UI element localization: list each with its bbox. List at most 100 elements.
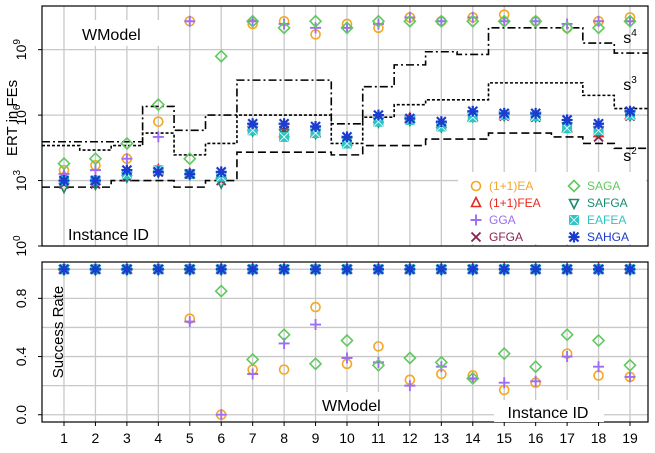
y-tick-label: 103	[12, 170, 29, 192]
point-GGA	[278, 18, 290, 30]
y-tick-text: 0.0	[13, 405, 29, 425]
point-GGA	[593, 361, 605, 373]
legend-marker-SAFGA-shape	[568, 198, 580, 211]
x-tick-label: 14	[465, 430, 481, 446]
point-SAHGA-shape	[247, 118, 259, 130]
point-SAGA	[434, 355, 448, 369]
bottom-panel: 0.00.40.8 1 2 3 4 5 6 7 8 9 10 11 12 13 14 15 16 17 18 19 …	[13, 261, 649, 446]
point-SAGA	[371, 358, 386, 372]
point-GGA-shape	[530, 15, 542, 27]
point-SAGA-shape	[308, 14, 323, 28]
point-GGA	[184, 15, 196, 27]
point-SAGA-shape	[529, 14, 543, 28]
point-EAFEA	[279, 131, 290, 142]
point-SAGA-shape	[591, 21, 606, 35]
top-annotation-instance-id: Instance ID	[68, 227, 149, 244]
y-tick-label: 0.4	[13, 347, 29, 367]
legend-label: SAFGA	[587, 196, 628, 210]
reference-curve-label: s4	[623, 28, 637, 47]
point-GGA-shape	[341, 22, 353, 34]
legend-marker-SAHGA	[568, 231, 580, 243]
point-GGA-shape	[561, 351, 573, 363]
point-SAHGA	[89, 175, 101, 187]
point-SAHGA	[467, 105, 479, 117]
point-SAGA	[560, 328, 574, 342]
point-SAHGA-shape	[184, 263, 196, 275]
point-SAHGA-shape	[215, 263, 227, 275]
top-data-marks	[57, 9, 637, 195]
legend-marker-(1+1)FEA-shape	[470, 195, 482, 208]
legend-marker-GGA-shape	[470, 214, 482, 226]
point-SAGA	[623, 358, 637, 372]
point-SAHGA	[89, 263, 101, 275]
x-tick-label: 2	[92, 430, 100, 446]
point-SAHGA-shape	[624, 263, 636, 275]
point-SAHGA	[184, 168, 196, 180]
point-SAGA	[340, 21, 354, 35]
point-SAHGA-shape	[404, 263, 416, 275]
point-GGA	[341, 352, 353, 364]
point-SAGA	[466, 371, 480, 385]
point-SAHGA-shape	[121, 263, 133, 275]
point-SAGA-shape	[403, 351, 417, 365]
point-SAHGA-shape	[530, 263, 542, 275]
point-(1+1)EA	[310, 301, 321, 313]
point-SAGA-shape	[340, 21, 354, 35]
point-GGA-shape	[215, 409, 227, 421]
point-SAGA-shape	[560, 328, 574, 342]
x-tick-label: 3	[123, 430, 131, 446]
point-SAGA-shape	[151, 98, 165, 112]
point-SAGA-shape	[277, 21, 291, 35]
top-y-tick-labels: 100 103 106 109	[12, 39, 42, 257]
point-GGA-shape	[593, 361, 605, 373]
bottom-data-marks	[57, 261, 637, 421]
point-GGA	[624, 15, 636, 27]
point-SAHGA-shape	[278, 118, 290, 130]
point-SAGA	[183, 152, 197, 166]
annotation-background	[494, 400, 604, 422]
point-SAHGA-shape	[152, 263, 164, 275]
point-SAGA-shape	[371, 14, 386, 28]
point-GGA	[404, 380, 416, 392]
point-GGA-shape	[152, 131, 164, 143]
point-GGA-shape	[435, 361, 447, 373]
legend-marker-(1+1)FEA	[470, 195, 482, 208]
top-reference-curves: s4 s3 s2	[42, 27, 648, 188]
point-SAHGA	[561, 114, 573, 126]
point-SAHGA	[530, 263, 542, 275]
point-SAHGA	[341, 131, 353, 143]
point-SAHGA	[435, 116, 447, 128]
point-SAHGA	[247, 263, 259, 275]
top-plot-frame	[41, 5, 649, 247]
legend-label: SAHGA	[587, 230, 629, 244]
point-SAHGA	[278, 263, 290, 275]
point-GGA	[341, 22, 353, 34]
point-GGA-shape	[561, 18, 573, 30]
point-SAGA-shape	[403, 14, 417, 28]
legend-label: EAFEA	[587, 213, 626, 227]
point-SAHGA	[593, 118, 605, 130]
point-SAHGA-shape	[58, 175, 70, 187]
point-GGA-shape	[624, 371, 636, 383]
point-GGA-shape	[278, 18, 290, 30]
point-(1+1)EA	[278, 364, 290, 375]
x-tick-label: 5	[186, 430, 194, 446]
bottom-y-tick-labels: 0.0 0.4 0.8	[13, 288, 42, 424]
point-(1+1)EA-shape	[310, 301, 321, 313]
point-SAGA	[57, 156, 71, 171]
point-SAHGA-shape	[58, 263, 70, 275]
point-SAHGA-shape	[561, 263, 573, 275]
point-SAGA-shape	[214, 49, 228, 63]
point-GGA	[184, 316, 196, 328]
point-EAFEA-cross	[279, 132, 289, 142]
point-SAHGA	[152, 166, 164, 178]
legend-marker-SAFGA	[568, 198, 580, 211]
point-SAHGA-shape	[467, 263, 479, 275]
point-GGA-shape	[89, 164, 101, 176]
point-SAGA	[277, 21, 291, 35]
point-SAHGA-shape	[247, 263, 259, 275]
reference-curve-s4	[42, 27, 648, 143]
point-GGA-shape	[467, 11, 479, 23]
point-SAHGA	[404, 112, 416, 124]
point-GGA	[435, 15, 447, 27]
